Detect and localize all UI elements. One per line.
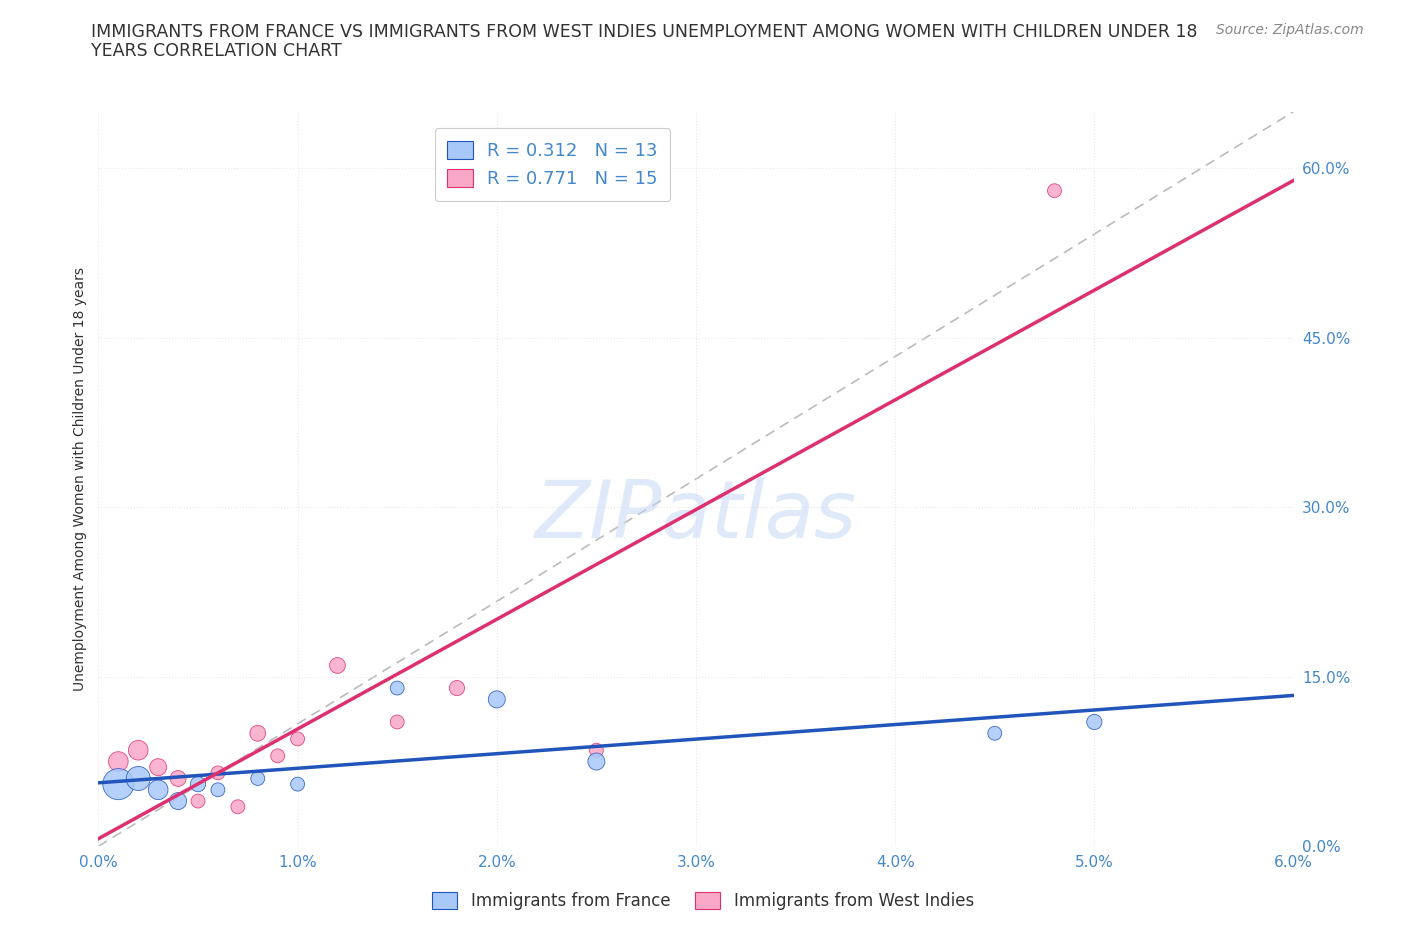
Point [585, 743, 607, 758]
Legend: Immigrants from France, Immigrants from West Indies: Immigrants from France, Immigrants from … [426, 885, 980, 917]
Point [1043, 183, 1066, 198]
Point [107, 777, 129, 791]
Point [287, 777, 309, 791]
Point [385, 714, 409, 729]
Point [207, 782, 229, 797]
Point [485, 692, 508, 707]
Point [1083, 714, 1105, 729]
Point [167, 793, 190, 808]
Y-axis label: Unemployment Among Women with Children Under 18 years: Unemployment Among Women with Children U… [73, 267, 87, 691]
Point [187, 793, 209, 808]
Point [167, 771, 190, 786]
Legend: R = 0.312   N = 13, R = 0.771   N = 15: R = 0.312 N = 13, R = 0.771 N = 15 [434, 128, 671, 201]
Point [267, 749, 290, 764]
Point [148, 760, 170, 775]
Point [148, 782, 170, 797]
Point [984, 725, 1007, 740]
Point [246, 771, 269, 786]
Text: ZIPatlas: ZIPatlas [534, 477, 858, 554]
Point [127, 771, 149, 786]
Point [287, 732, 309, 747]
Point [446, 681, 468, 696]
Point [246, 725, 269, 740]
Text: Source: ZipAtlas.com: Source: ZipAtlas.com [1216, 23, 1364, 37]
Text: IMMIGRANTS FROM FRANCE VS IMMIGRANTS FROM WEST INDIES UNEMPLOYMENT AMONG WOMEN W: IMMIGRANTS FROM FRANCE VS IMMIGRANTS FRO… [91, 23, 1198, 41]
Point [226, 799, 249, 814]
Point [207, 765, 229, 780]
Point [585, 754, 607, 769]
Text: YEARS CORRELATION CHART: YEARS CORRELATION CHART [91, 42, 342, 60]
Point [107, 754, 129, 769]
Point [326, 658, 349, 673]
Point [385, 681, 409, 696]
Point [127, 743, 149, 758]
Point [187, 777, 209, 791]
